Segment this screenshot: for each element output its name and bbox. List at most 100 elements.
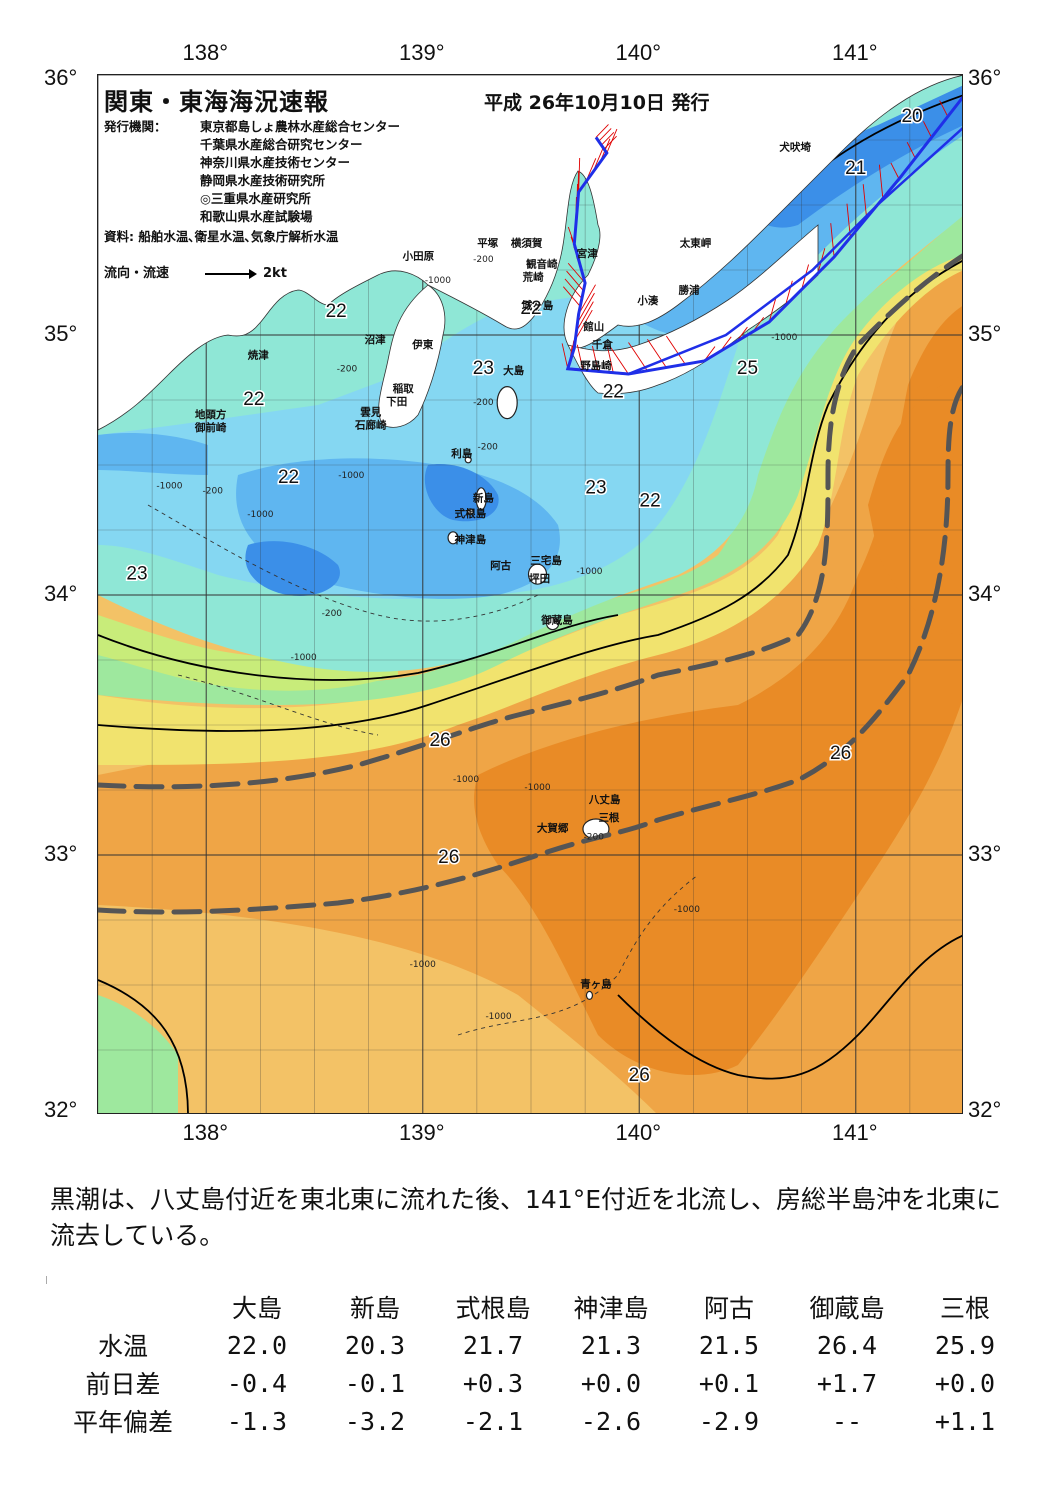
flow-vector-icon (939, 100, 949, 117)
place-label: 八丈島 (588, 793, 621, 806)
lime-zone (98, 615, 398, 691)
longitude-tick-label: 140° (615, 40, 662, 65)
isotherm-label: 26 (429, 730, 450, 751)
place-label: 地頭方 (195, 408, 227, 421)
place-label: 三宅島 (530, 554, 562, 567)
depth-label: -1000 (410, 960, 436, 970)
depth-contour (457, 874, 699, 1036)
oshima-island (496, 386, 518, 420)
isotherm-label: 25 (737, 358, 758, 379)
station-name: 御蔵島 (809, 1294, 885, 1323)
depth-label: -200 (477, 442, 498, 452)
flow-vector-icon (601, 131, 615, 146)
ship-track-line (567, 127, 962, 376)
isotherm-label: 26 (830, 743, 851, 764)
shikinejima-island (466, 508, 474, 516)
isotherm-label: 20 (901, 106, 922, 127)
depth-label: -1000 (524, 783, 550, 793)
station-name: 三根 (939, 1294, 990, 1323)
latitude-tick-label: 32° (968, 1097, 1002, 1122)
miyakejima-island (527, 563, 548, 585)
cold-zone (98, 433, 208, 475)
table-cell: +0.3 (462, 1368, 524, 1398)
depth-label: -1000 (771, 333, 797, 343)
table-cell: -1.3 (226, 1406, 288, 1436)
flow-vector-icon (574, 309, 593, 340)
isotherm-line (98, 979, 189, 1113)
depth-label: -200 (203, 487, 224, 497)
kuroshio-core-zone (474, 306, 962, 1075)
agency-item: 東京都島しょ農林水産総合センター (200, 119, 401, 134)
flow-vector-icon (922, 121, 932, 138)
agency-item: 静岡県水産技術研究所 (200, 173, 326, 188)
isotherm-label: 23 (473, 358, 494, 379)
depth-label: -1000 (453, 775, 479, 785)
longitude-tick-label: 138° (182, 1120, 229, 1145)
legend-label: 流向・流速 (104, 266, 170, 281)
table-cell: +0.1 (698, 1368, 760, 1398)
agency-item: 和歌山県水産試験場 (200, 209, 313, 224)
place-label: 石廊崎 (354, 419, 387, 432)
table-header-row: 大島 新島 式根島 神津島 阿古 御蔵島 三根 (48, 1288, 1024, 1326)
isotherm-label: 22 (640, 491, 661, 512)
place-label: 青ヶ島 (580, 978, 612, 991)
table-corner (48, 1288, 198, 1326)
flow-vector-icon (607, 347, 614, 373)
table-cell: 22.0 (226, 1330, 288, 1360)
place-label: 平塚 (477, 237, 498, 250)
depth-label: -1000 (156, 481, 182, 491)
divider (46, 1276, 47, 1284)
flow-vector-icon (564, 278, 583, 299)
green-zone (98, 216, 962, 705)
longitude-tick-label: 140° (615, 1120, 662, 1145)
place-label: 御前崎 (194, 421, 227, 434)
agency-item: 神奈川県水産技術センター (200, 155, 351, 170)
latitude-tick-label: 33° (44, 841, 78, 866)
place-label: 太東岬 (679, 237, 712, 250)
table-cell: -0.1 (344, 1368, 406, 1398)
agency-label: 発行機関： (104, 119, 167, 134)
place-label: 宮津 (577, 247, 598, 260)
isotherm-label: 22 (243, 389, 264, 410)
depth-label: -200 (337, 364, 358, 374)
agency-item: 千葉県水産総合研究センター (200, 137, 363, 152)
table-cell: +0.0 (580, 1368, 642, 1398)
isotherm-label: 22 (520, 298, 541, 319)
place-label: 小湊 (636, 294, 658, 307)
place-label: 雲見 (360, 407, 381, 419)
ship-track-line (565, 95, 962, 376)
depth-contour (147, 504, 539, 622)
niijima-island (475, 487, 487, 511)
table-cell: -0.4 (226, 1368, 288, 1398)
flow-vector-icon (890, 162, 900, 180)
isotherm-label: 23 (585, 478, 606, 499)
table-cell: -- (831, 1406, 863, 1436)
land-mass (98, 75, 962, 431)
flow-vector-icon (576, 344, 584, 371)
depth-label: -200 (584, 832, 605, 842)
place-label: 坪田 (529, 572, 550, 585)
toshima-island (464, 456, 472, 464)
flow-vector-icon (647, 338, 667, 368)
flow-vector-icon (878, 164, 884, 199)
isotherm-label: 22 (326, 301, 347, 322)
isotherm-label: 22 (278, 467, 299, 488)
table-cell: 21.7 (462, 1330, 524, 1360)
latitude-tick-label: 36° (968, 65, 1002, 90)
mikurajima-island (546, 616, 560, 631)
issue-date: 平成 26年10月10日 発行 (484, 92, 710, 114)
latitude-tick-label: 36° (44, 65, 78, 90)
land-mass (378, 284, 446, 428)
depth-label: -1000 (576, 567, 602, 577)
table-cell: +1.7 (816, 1368, 878, 1398)
flow-vector-icon (566, 270, 584, 292)
summary-text: 黒潮は、八丈島付近を東北東に流れた後、141°E付近を北流し、房総半島沖を北東に… (50, 1185, 1002, 1250)
sea-temperature-map: 20 21 22 22 22 22 22 22 23 23 23 25 26 26 26 26 -200 -10… (97, 74, 963, 1114)
kozushima-island (447, 531, 459, 545)
latitude-tick-label: 35° (968, 321, 1002, 346)
flow-vector-icon (628, 342, 648, 372)
longitude-tick-label: 138° (182, 40, 229, 65)
place-label: 大賀郷 (537, 822, 569, 835)
row-label: 前日差 (85, 1370, 161, 1399)
table-cell: 21.5 (698, 1330, 760, 1360)
